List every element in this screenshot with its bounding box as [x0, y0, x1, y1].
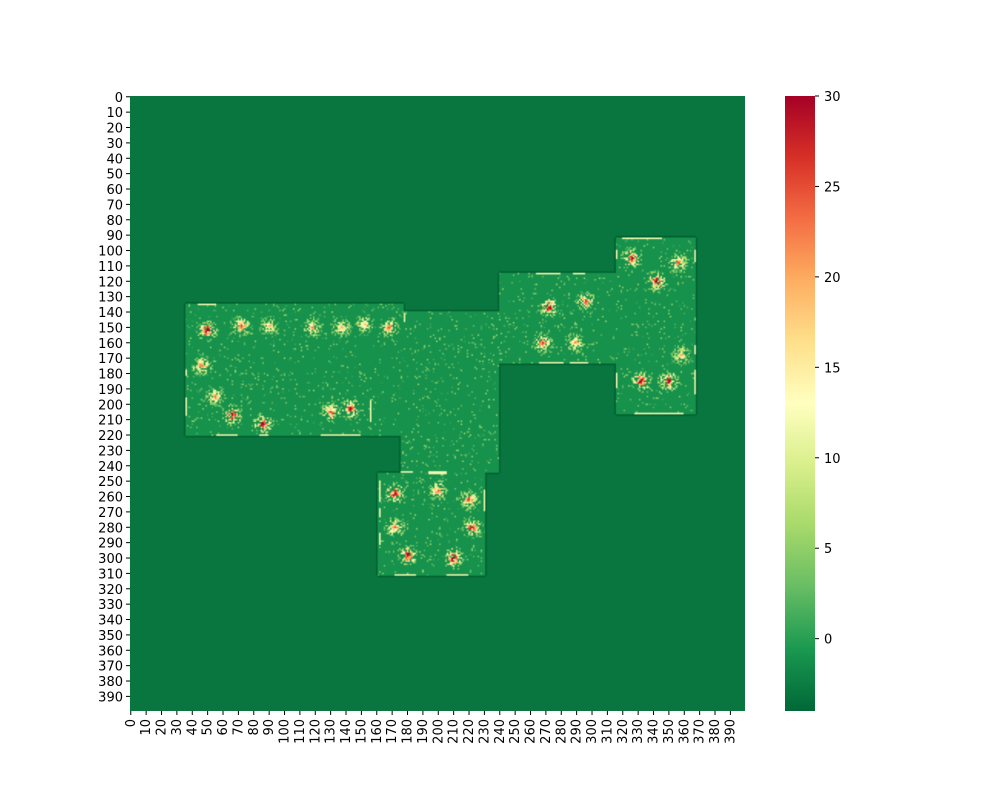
x-tick-label: 280 [554, 719, 569, 744]
colorbar-gradient [785, 96, 815, 711]
x-tick-label: 160 [370, 719, 385, 744]
x-tick-label: 40 [185, 719, 200, 736]
x-tick-label: 150 [354, 719, 369, 744]
y-axis-ticks: 0102030405060708090100110120130140150160… [98, 91, 130, 705]
colorbar-tick-label: 10 [824, 452, 841, 467]
y-tick-label: 0 [115, 91, 123, 106]
y-tick-label: 100 [98, 245, 123, 260]
y-tick-label: 120 [98, 275, 123, 290]
x-tick-label: 360 [677, 719, 692, 744]
x-tick-label: 340 [647, 719, 662, 744]
y-tick-label: 300 [98, 552, 123, 567]
x-tick-label: 370 [693, 719, 708, 744]
y-tick-label: 330 [98, 598, 123, 613]
y-tick-label: 220 [98, 429, 123, 444]
heatmap-plot [130, 96, 745, 711]
x-tick-label: 180 [401, 719, 416, 744]
y-tick-label: 50 [106, 168, 123, 183]
x-tick-label: 80 [247, 719, 262, 736]
x-tick-label: 60 [216, 719, 231, 736]
y-tick-label: 10 [106, 106, 123, 121]
y-tick-label: 130 [98, 291, 123, 306]
colorbar-tick-label: 5 [824, 542, 832, 557]
y-tick-label: 360 [98, 644, 123, 659]
x-tick-label: 390 [723, 719, 738, 744]
colorbar-tick-label: 30 [824, 90, 841, 105]
x-tick-label: 290 [570, 719, 585, 744]
y-tick-label: 150 [98, 321, 123, 336]
y-tick-label: 70 [106, 198, 123, 213]
x-tick-label: 110 [293, 719, 308, 744]
x-tick-label: 260 [524, 719, 539, 744]
colorbar-ticks: 0 5 10 15 20 25 30 [815, 90, 841, 648]
x-tick-label: 200 [431, 719, 446, 744]
y-tick-label: 290 [98, 537, 123, 552]
colorbar-tick-label: 25 [824, 180, 841, 195]
y-tick-label: 260 [98, 491, 123, 506]
x-tick-label: 320 [616, 719, 631, 744]
x-tick-label: 170 [385, 719, 400, 744]
y-tick-label: 380 [98, 675, 123, 690]
x-tick-label: 210 [447, 719, 462, 744]
colorbar: 0 5 10 15 20 25 30 [785, 90, 841, 711]
x-tick-label: 300 [585, 719, 600, 744]
y-tick-label: 240 [98, 460, 123, 475]
y-tick-label: 280 [98, 521, 123, 536]
x-tick-label: 130 [324, 719, 339, 744]
y-tick-label: 200 [98, 398, 123, 413]
y-tick-label: 80 [106, 214, 123, 229]
y-tick-label: 20 [106, 122, 123, 137]
x-tick-label: 90 [262, 719, 277, 736]
colorbar-tick-label: 0 [824, 633, 832, 648]
x-tick-label: 250 [508, 719, 523, 744]
y-tick-label: 390 [98, 690, 123, 705]
x-tick-label: 10 [139, 719, 154, 736]
y-tick-label: 230 [98, 444, 123, 459]
colorbar-tick-label: 15 [824, 361, 841, 376]
x-tick-label: 220 [462, 719, 477, 744]
x-tick-label: 270 [539, 719, 554, 744]
colorbar-tick-label: 20 [824, 271, 841, 286]
y-tick-label: 190 [98, 383, 123, 398]
y-tick-label: 250 [98, 475, 123, 490]
y-tick-label: 210 [98, 414, 123, 429]
x-tick-label: 190 [416, 719, 431, 744]
x-tick-label: 0 [124, 719, 139, 727]
x-tick-label: 310 [600, 719, 615, 744]
y-tick-label: 40 [106, 152, 123, 167]
y-tick-label: 140 [98, 306, 123, 321]
x-tick-label: 230 [477, 719, 492, 744]
x-tick-label: 140 [339, 719, 354, 744]
x-tick-label: 30 [170, 719, 185, 736]
y-tick-label: 320 [98, 583, 123, 598]
x-tick-label: 70 [231, 719, 246, 736]
y-tick-label: 60 [106, 183, 123, 198]
x-axis-ticks: 0 10 20 30 40 50 60 70 80 90 100 110 120 130 140 150 160… [124, 711, 738, 744]
y-tick-label: 370 [98, 660, 123, 675]
y-tick-label: 310 [98, 567, 123, 582]
x-tick-label: 20 [155, 719, 170, 736]
x-tick-label: 380 [708, 719, 723, 744]
x-tick-label: 120 [308, 719, 323, 744]
y-tick-label: 160 [98, 337, 123, 352]
y-tick-label: 340 [98, 614, 123, 629]
x-tick-label: 100 [278, 719, 293, 744]
x-tick-label: 240 [493, 719, 508, 744]
y-tick-label: 180 [98, 368, 123, 383]
y-tick-label: 30 [106, 137, 123, 152]
x-tick-label: 350 [662, 719, 677, 744]
heatmap-cells [130, 96, 745, 711]
x-tick-label: 50 [201, 719, 216, 736]
y-tick-label: 110 [98, 260, 123, 275]
y-tick-label: 90 [106, 229, 123, 244]
x-tick-label: 330 [631, 719, 646, 744]
y-tick-label: 270 [98, 506, 123, 521]
y-tick-label: 350 [98, 629, 123, 644]
y-tick-label: 170 [98, 352, 123, 367]
